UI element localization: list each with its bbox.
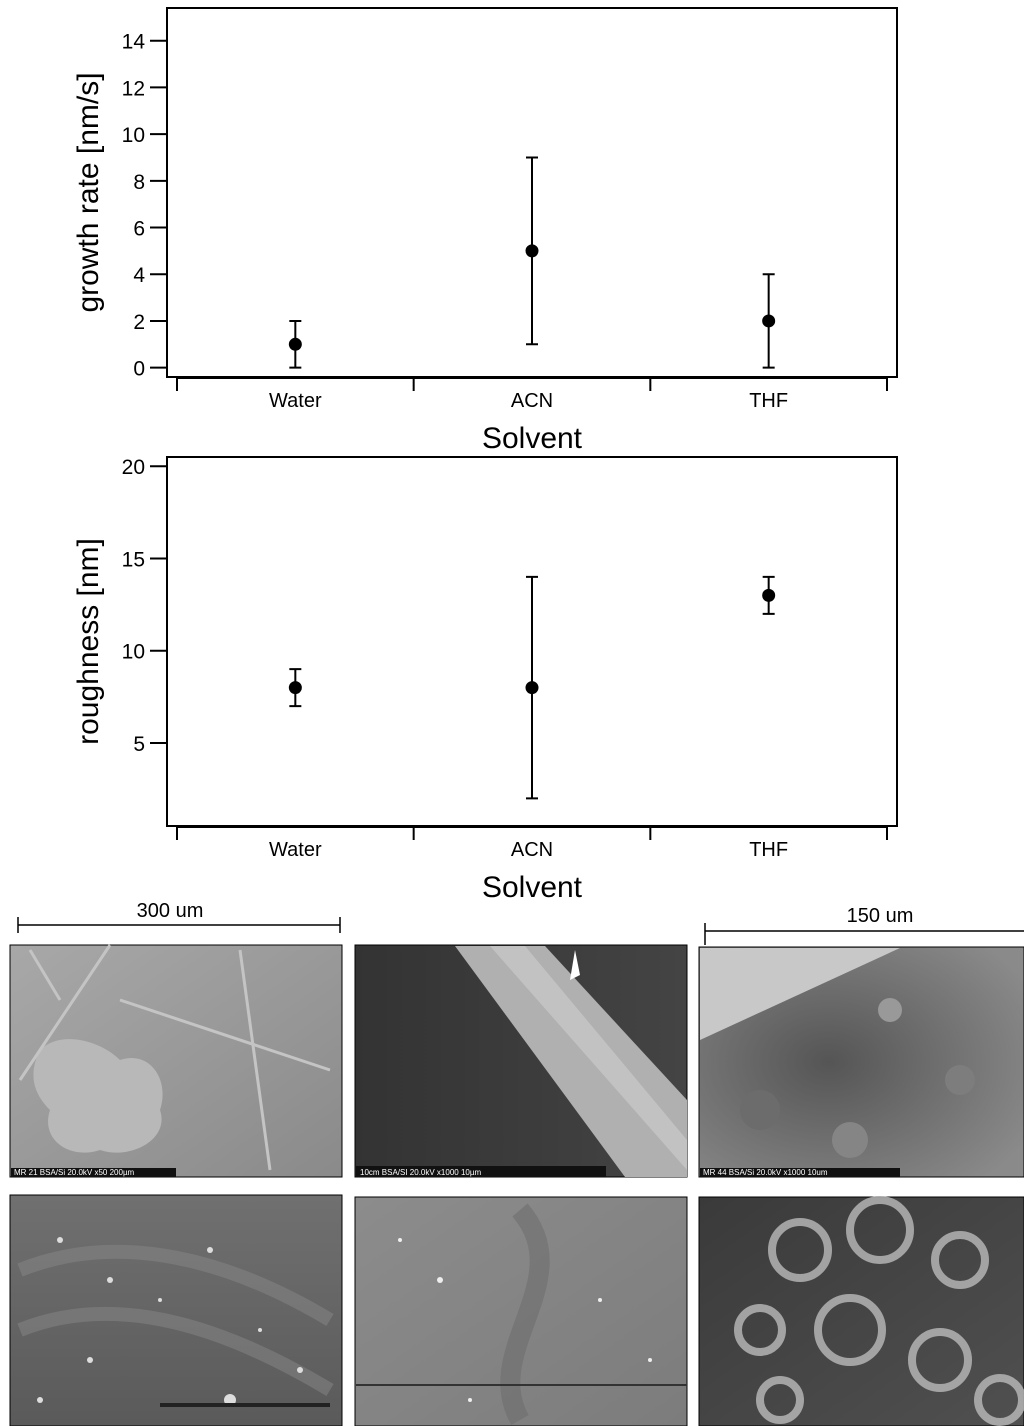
x-tick-label: THF — [749, 839, 788, 861]
x-tick-label: Water — [269, 839, 322, 861]
x-tick-label: Water — [269, 390, 322, 412]
x-axis-title: Solvent — [482, 871, 583, 904]
micrograph-caption: MR 44 BSA/Si 20.0kV x1000 10um — [703, 1168, 828, 1177]
y-tick-label: 10 — [122, 641, 145, 664]
y-tick-label: 8 — [133, 171, 145, 194]
data-point — [288, 337, 302, 351]
y-tick-label: 15 — [122, 548, 145, 571]
micrograph: MR 44 BSA/Si 20.0kV x1000 10um — [698, 946, 1024, 1178]
scale-label: 300 um — [137, 900, 204, 922]
micrograph-caption: 10cm BSA/SI 20.0kV x1000 10µm — [360, 1168, 481, 1177]
y-tick-label: 10 — [122, 124, 145, 147]
y-tick-label: 0 — [133, 358, 145, 381]
micrograph-caption: MR 21 BSA/Si 20.0kV x50 200µm — [14, 1168, 135, 1177]
x-tick-label: ACN — [511, 390, 553, 412]
x-tick-label: ACN — [511, 839, 553, 861]
micrograph — [9, 1194, 343, 1426]
data-point — [762, 314, 776, 328]
micrograph — [698, 1196, 1024, 1426]
micrograph: MR 21 BSA/Si 20.0kV x50 200µm — [9, 944, 343, 1178]
scale-bar — [17, 917, 1024, 945]
charts: 0 2 4 6 8 10 12 14 Water ACN THF Solvent growth rate… — [72, 7, 898, 904]
y-axis-title: roughness [nm] — [72, 538, 105, 745]
data-point — [762, 588, 776, 602]
y-tick-label: 20 — [122, 456, 145, 479]
y-tick-label: 6 — [133, 218, 145, 241]
micrograph: 10cm BSA/SI 20.0kV x1000 10µm — [354, 944, 688, 1178]
y-axis-title: growth rate [nm/s] — [72, 72, 105, 312]
x-axis-title: Solvent — [482, 422, 583, 455]
x-tick-label: THF — [749, 390, 788, 412]
y-tick-label: 14 — [122, 31, 146, 54]
data-point — [288, 681, 302, 695]
y-tick-label: 2 — [133, 311, 145, 334]
y-tick-label: 5 — [133, 733, 145, 756]
scale-label: 150 um — [847, 905, 914, 927]
data-point — [525, 244, 539, 258]
micrograph — [354, 1196, 688, 1426]
data-point — [525, 681, 539, 695]
y-tick-label: 4 — [133, 264, 145, 287]
y-tick-label: 12 — [122, 77, 145, 100]
